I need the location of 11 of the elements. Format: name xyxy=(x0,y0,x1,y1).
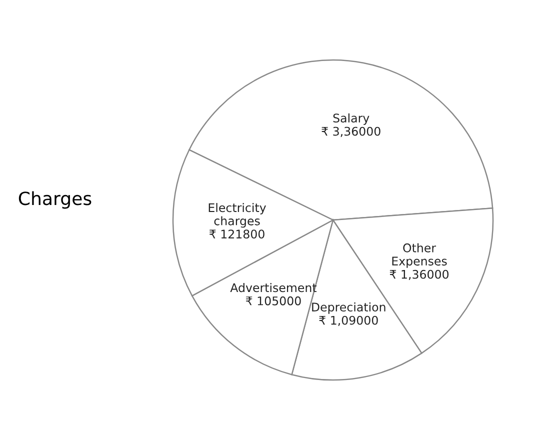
data-label: ₹ 105000 xyxy=(246,296,301,306)
data-label: ₹ 121800 xyxy=(209,230,264,239)
slice-label: Salary xyxy=(333,113,370,125)
slice-label: Other Expenses xyxy=(392,243,447,268)
slice-label: Electricity charges xyxy=(208,202,266,228)
slice-label: Advertisement xyxy=(230,282,317,292)
text: Charges xyxy=(18,191,92,209)
data-label: ₹ 1,36000 xyxy=(390,270,449,280)
data-label: ₹ 3,36000 xyxy=(322,126,380,137)
data-label: ₹ 1,09000 xyxy=(319,316,378,326)
slice-label: Depreciation xyxy=(312,302,386,314)
